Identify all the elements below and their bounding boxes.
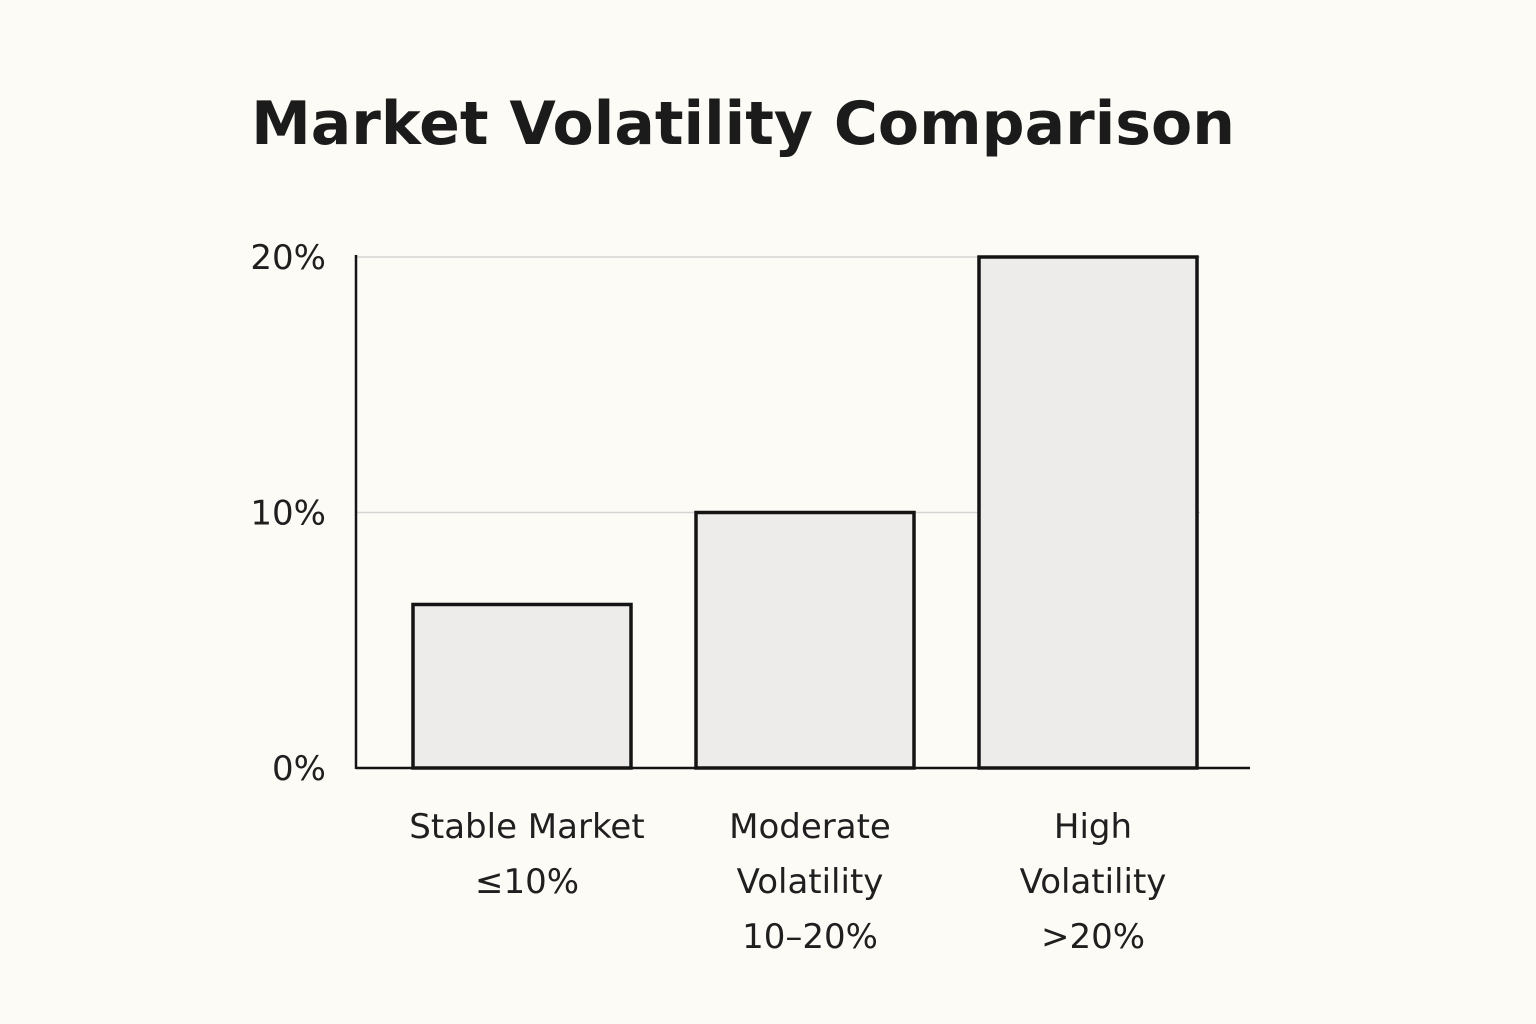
y-tick-label-1: 10% [250, 494, 326, 534]
x-category-label-0-line-1: ≤10% [475, 862, 579, 902]
x-category-label-1-line-0: Moderate [729, 807, 891, 847]
x-category-label-2-line-1: Volatility [1020, 862, 1167, 902]
x-category-labels: Stable Market ≤10% Moderate Volatility 10–20… [409, 807, 1166, 957]
y-tick-labels: 0% 10% 20% [250, 238, 326, 789]
x-category-label-1: Moderate Volatility 10–20% [729, 807, 891, 957]
bar-1 [694, 510, 916, 770]
x-category-label-0: Stable Market ≤10% [409, 807, 644, 902]
y-tick-label-0: 0% [272, 749, 326, 789]
bar-2 [977, 255, 1199, 770]
x-category-label-2-line-0: High [1054, 807, 1132, 847]
x-category-label-0-line-0: Stable Market [409, 807, 644, 847]
chart-title: Market Volatility Comparison [251, 89, 1235, 159]
x-category-label-2: High Volatility >20% [1020, 807, 1167, 957]
x-category-label-1-line-2: 10–20% [742, 917, 878, 957]
axes [354, 255, 1250, 770]
x-category-label-2-line-2: >20% [1041, 917, 1145, 957]
bar-0 [411, 602, 633, 770]
bars [411, 255, 1199, 770]
x-category-label-1-line-1: Volatility [737, 862, 884, 902]
y-tick-label-2: 20% [250, 238, 326, 278]
